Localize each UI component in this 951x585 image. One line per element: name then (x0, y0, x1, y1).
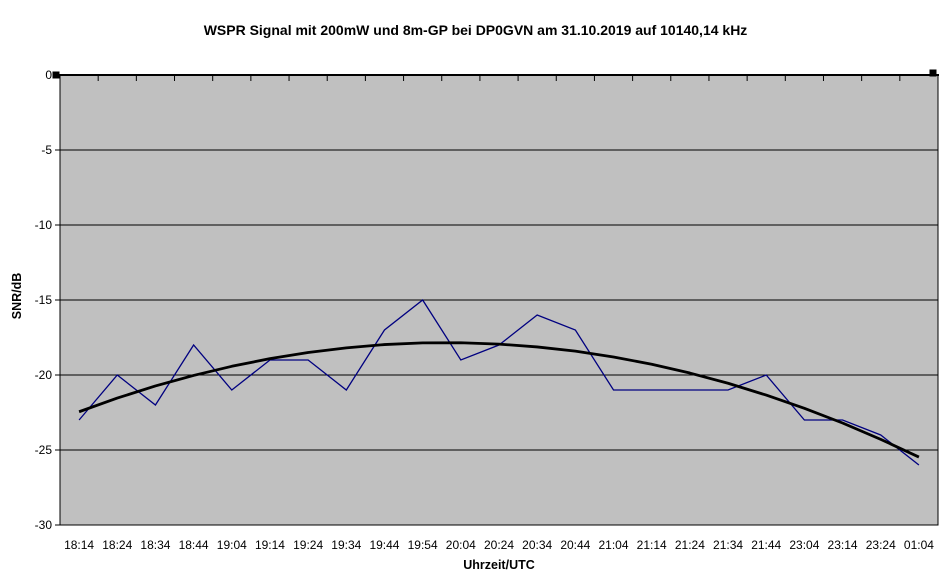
x-tick-label: 21:34 (713, 538, 743, 552)
x-tick-label: 19:04 (217, 538, 247, 552)
x-tick-label: 18:34 (140, 538, 170, 552)
x-tick-label: 21:44 (751, 538, 781, 552)
trendline[interactable] (78, 341, 920, 459)
x-tick-label: 19:44 (369, 538, 399, 552)
x-tick-label: 18:44 (179, 538, 209, 552)
x-tick-label: 21:14 (637, 538, 667, 552)
x-tick-label: 01:04 (904, 538, 934, 552)
x-tick-label: 23:24 (866, 538, 896, 552)
x-axis-title[interactable]: Uhrzeit/UTC (463, 558, 535, 572)
x-tick-label: 19:34 (331, 538, 361, 552)
x-tick-label: 18:14 (64, 538, 94, 552)
y-tick-label: -25 (35, 443, 53, 457)
x-tick-label: 19:24 (293, 538, 323, 552)
y-tick-label: -5 (41, 143, 52, 157)
y-tick-label: -20 (35, 368, 53, 382)
y-axis-title[interactable]: SNR/dB (10, 272, 24, 320)
x-tick-label: 19:54 (408, 538, 438, 552)
x-tick-label: 23:04 (789, 538, 819, 552)
x-tick-label: 20:24 (484, 538, 514, 552)
y-tick-label: -30 (35, 518, 53, 532)
x-tick-label: 20:34 (522, 538, 552, 552)
x-tick-label: 21:04 (599, 538, 629, 552)
x-tick-label: 18:24 (102, 538, 132, 552)
axis-selection-handle-left[interactable] (52, 71, 60, 79)
y-tick-label: -10 (35, 218, 53, 232)
x-tick-label: 20:44 (560, 538, 590, 552)
x-tick-label: 21:24 (675, 538, 705, 552)
x-tick-label: 20:04 (446, 538, 476, 552)
chart-title[interactable]: WSPR Signal mit 200mW und 8m-GP bei DP0G… (203, 22, 748, 38)
y-tick-label: 0 (45, 68, 52, 82)
y-tick-label: -15 (35, 293, 53, 307)
axis-selection-handle-right[interactable] (929, 69, 937, 77)
x-tick-label: 19:14 (255, 538, 285, 552)
x-tick-label: 23:14 (828, 538, 858, 552)
